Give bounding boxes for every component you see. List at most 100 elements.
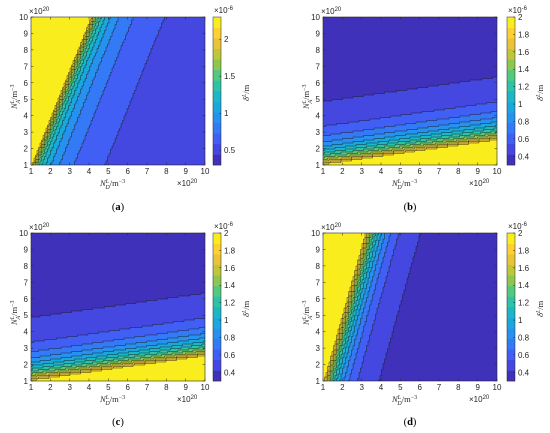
colorbar-tick-label: 2 bbox=[224, 229, 229, 238]
colorbar-tick-label: 1.4 bbox=[224, 281, 236, 290]
colorbar-tick-label: 1.8 bbox=[518, 246, 530, 255]
colorbar-multiplier: ×10-6 bbox=[508, 6, 528, 15]
y-label-sub: A bbox=[16, 100, 22, 105]
y-tick-label: 10 bbox=[19, 13, 28, 22]
panel-caption-letter: d bbox=[407, 417, 413, 428]
y-label-base: N bbox=[301, 102, 311, 110]
colorbar-step bbox=[507, 38, 515, 50]
y-tick-label: 8 bbox=[316, 46, 321, 55]
y-tick-label: 7 bbox=[24, 62, 29, 71]
y-tick-label: 9 bbox=[24, 245, 29, 254]
colorbar-multiplier-exp: -6 bbox=[228, 222, 234, 228]
x-label-unit: /m bbox=[402, 178, 411, 188]
colorbar-step bbox=[507, 317, 515, 329]
contour-fill bbox=[323, 233, 497, 381]
y-tick-label: 10 bbox=[311, 229, 320, 238]
colorbar-step bbox=[507, 243, 515, 255]
y-label-unit-exp: −3 bbox=[302, 301, 308, 307]
x-tick-label: 4 bbox=[379, 167, 384, 176]
y-tick-label: 6 bbox=[316, 295, 321, 304]
x-label-unit-exp: −3 bbox=[119, 395, 125, 401]
x-tick-label: 5 bbox=[398, 167, 403, 176]
colorbar-step bbox=[213, 122, 221, 134]
y-axis-multiplier: ×1020 bbox=[29, 223, 50, 232]
y-label-unit-exp: −3 bbox=[10, 301, 16, 307]
y-tick-label: 3 bbox=[316, 128, 321, 137]
x-tick-label: 7 bbox=[437, 167, 442, 176]
y-label-sub: A bbox=[308, 100, 314, 105]
y-tick-label: 10 bbox=[311, 13, 320, 22]
colorbar-multiplier-exp: -6 bbox=[228, 6, 234, 12]
colorbar-tick-label: 0.4 bbox=[518, 368, 530, 377]
y-label-sup: L bbox=[302, 315, 308, 320]
x-tick-label: 7 bbox=[437, 383, 442, 392]
colorbar-step bbox=[213, 285, 221, 297]
y-tick-label: 3 bbox=[24, 128, 29, 137]
y-tick-label: 9 bbox=[316, 29, 321, 38]
x-axis-multiplier: ×1020 bbox=[177, 179, 198, 188]
x-axis-multiplier: ×1020 bbox=[469, 179, 490, 188]
x-tick-label: 10 bbox=[201, 167, 210, 176]
x-label-sub: D bbox=[104, 401, 110, 407]
colorbar-step bbox=[507, 254, 515, 266]
y-axis-multiplier: ×1020 bbox=[321, 223, 342, 232]
colorbar-label-base: δ bbox=[535, 96, 545, 101]
x-tick-label: 10 bbox=[201, 383, 210, 392]
y-label-unit: /m bbox=[301, 307, 311, 316]
colorbar-tick-label: 1.2 bbox=[224, 299, 236, 308]
x-tick-label: 2 bbox=[340, 167, 345, 176]
x-tick-label: 3 bbox=[67, 167, 72, 176]
y-axis-label: NLA/m−3 bbox=[9, 85, 22, 110]
y-tick-label: 2 bbox=[316, 145, 321, 154]
x-label-unit-exp: −3 bbox=[411, 179, 417, 185]
colorbar-label-base: δ bbox=[535, 312, 545, 317]
colorbar-tick-label: 1.6 bbox=[518, 264, 530, 273]
colorbar-step bbox=[213, 275, 221, 287]
y-tick-label: 9 bbox=[24, 29, 29, 38]
colorbar-step bbox=[507, 338, 515, 350]
colorbar-label-sup: L bbox=[536, 93, 542, 98]
x-axis-label: NL D/m−3 bbox=[99, 394, 125, 407]
panel-caption: (c) bbox=[112, 417, 124, 428]
x-tick-label: 7 bbox=[145, 383, 150, 392]
x-label-unit: /m bbox=[110, 178, 119, 188]
x-label-unit-exp: −3 bbox=[411, 395, 417, 401]
y-tick-label: 10 bbox=[19, 229, 28, 238]
x-tick-label: 8 bbox=[164, 383, 169, 392]
y-tick-label: 1 bbox=[316, 161, 321, 170]
x-tick-label: 7 bbox=[145, 167, 150, 176]
x-label-base: N bbox=[99, 178, 107, 188]
colorbar-tick-label: 0.6 bbox=[224, 351, 236, 360]
x-tick-label: 2 bbox=[48, 383, 53, 392]
colorbar-label-sup: L bbox=[536, 309, 542, 314]
colorbar-step bbox=[507, 264, 515, 276]
y-label-sup: L bbox=[302, 99, 308, 104]
y-tick-label: 3 bbox=[316, 344, 321, 353]
y-tick-label: 4 bbox=[316, 112, 321, 121]
x-multiplier-exp: 20 bbox=[483, 179, 490, 185]
x-tick-label: 1 bbox=[29, 167, 34, 176]
colorbar-label-sup: L bbox=[242, 309, 248, 314]
colorbar-frame bbox=[212, 16, 222, 166]
x-label-sub: D bbox=[104, 185, 110, 191]
x-label-sup: L bbox=[105, 179, 110, 185]
axes-box bbox=[322, 232, 498, 382]
y-label-base: N bbox=[9, 318, 19, 326]
colorbar-step bbox=[213, 264, 221, 276]
x-axis-label: NL D/m−3 bbox=[391, 394, 417, 407]
contour-fill bbox=[323, 17, 497, 165]
colorbar-label: δL/m bbox=[241, 300, 251, 317]
colorbar-tick-label: 1 bbox=[518, 316, 523, 325]
y-multiplier-exp: 20 bbox=[43, 223, 50, 229]
y-multiplier-base: ×10 bbox=[321, 7, 335, 16]
colorbar-step bbox=[213, 112, 221, 124]
colorbar: 0.5 1 1.5 2 ×10-6 δL/m bbox=[212, 6, 251, 166]
y-tick-label: 7 bbox=[24, 278, 29, 287]
y-tick-label: 4 bbox=[316, 328, 321, 337]
y-label-unit: /m bbox=[9, 91, 19, 100]
y-label-sub: A bbox=[308, 316, 314, 321]
